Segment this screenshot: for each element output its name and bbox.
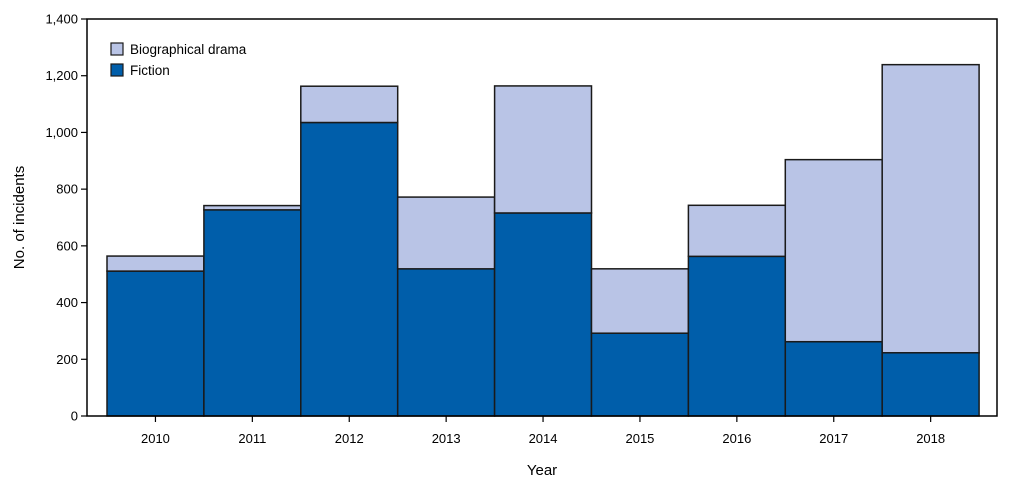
y-axis-title: No. of incidents bbox=[11, 166, 28, 269]
plot-frame bbox=[86, 18, 998, 417]
x-tick-label: 2018 bbox=[916, 431, 945, 446]
bar-biographical-drama-2012 bbox=[300, 85, 399, 124]
bar-fiction-2013 bbox=[396, 268, 496, 417]
y-tick-label: 0 bbox=[71, 409, 78, 424]
legend-swatch-fiction bbox=[110, 63, 124, 77]
bars bbox=[106, 63, 980, 417]
bar-fiction-2017 bbox=[784, 340, 883, 417]
x-tick-label: 2012 bbox=[335, 431, 364, 446]
y-tick-label: 1,200 bbox=[45, 68, 78, 83]
bar-biographical-drama-2014 bbox=[493, 85, 593, 214]
y-axis: 0 200 400 600 800 1,000 1,200 1,400 bbox=[45, 12, 87, 424]
bar-fiction-2015 bbox=[590, 332, 690, 417]
bar-biographical-drama-2018 bbox=[881, 63, 980, 354]
bar-fiction-2018 bbox=[881, 352, 980, 417]
legend-label: Biographical drama bbox=[130, 42, 247, 57]
bar-fiction-2010 bbox=[106, 270, 205, 417]
bar-fiction-2011 bbox=[203, 209, 302, 417]
x-tick-label: 2016 bbox=[722, 431, 751, 446]
bar-biographical-drama-2010 bbox=[106, 255, 205, 272]
y-tick-label: 1,000 bbox=[45, 125, 78, 140]
x-tick-label: 2015 bbox=[625, 431, 654, 446]
legend-swatch-biographical-drama bbox=[110, 42, 124, 56]
y-tick-label: 800 bbox=[56, 182, 78, 197]
bar-biographical-drama-2017 bbox=[784, 158, 883, 343]
y-tick-label: 600 bbox=[56, 238, 78, 253]
bar-fiction-2012 bbox=[300, 121, 399, 417]
bar-fiction-2014 bbox=[493, 212, 593, 417]
y-tick-label: 1,400 bbox=[45, 12, 78, 27]
bar-fiction-2016 bbox=[687, 255, 787, 417]
y-tick-label: 400 bbox=[56, 295, 78, 310]
x-tick-label: 2017 bbox=[819, 431, 848, 446]
legend-label: Fiction bbox=[130, 63, 170, 78]
x-tick-label: 2014 bbox=[529, 431, 558, 446]
x-tick-label: 2011 bbox=[238, 431, 266, 446]
x-tick-label: 2013 bbox=[432, 431, 461, 446]
bar-biographical-drama-2013 bbox=[396, 196, 496, 270]
x-axis-title: Year bbox=[527, 462, 557, 479]
x-tick-label: 2010 bbox=[141, 431, 170, 446]
bar-biographical-drama-2015 bbox=[590, 268, 690, 334]
x-axis: 2010 2011 2012 2013 2014 2015 2016 2017 2018 bbox=[141, 416, 945, 446]
y-tick-label: 200 bbox=[56, 352, 78, 367]
bar-biographical-drama-2016 bbox=[687, 204, 787, 258]
legend: Biographical drama Fiction bbox=[110, 42, 247, 78]
bar-biographical-drama-2011 bbox=[203, 204, 302, 211]
